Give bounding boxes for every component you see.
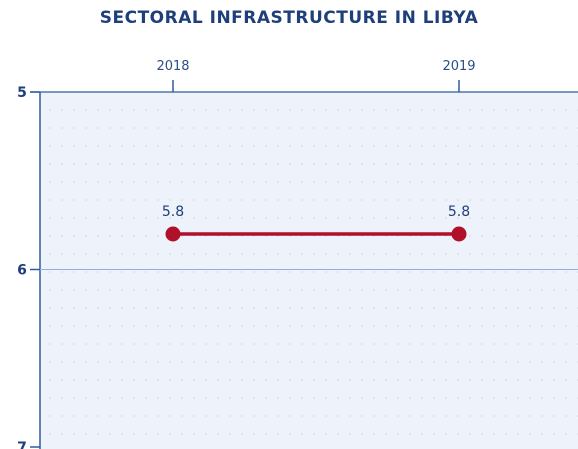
y-tick-label: 5: [17, 85, 27, 101]
x-tick-label: 2018: [156, 59, 189, 74]
data-point: [165, 226, 181, 242]
data-point: [451, 226, 467, 242]
x-tick-label: 2019: [442, 59, 475, 74]
data-label: 5.8: [448, 204, 470, 220]
labels: 5 6 7 2018 2019 5.8 5.8: [17, 59, 475, 449]
chart-title: SECTORAL INFRASTRUCTURE IN LIBYA: [99, 8, 479, 28]
data-label: 5.8: [162, 204, 184, 220]
axes: [30, 80, 578, 449]
y-tick-label: 7: [17, 440, 27, 449]
plot-dot-grid: [44, 98, 578, 449]
y-tick-label: 6: [17, 263, 27, 279]
series-marks: [165, 226, 467, 242]
